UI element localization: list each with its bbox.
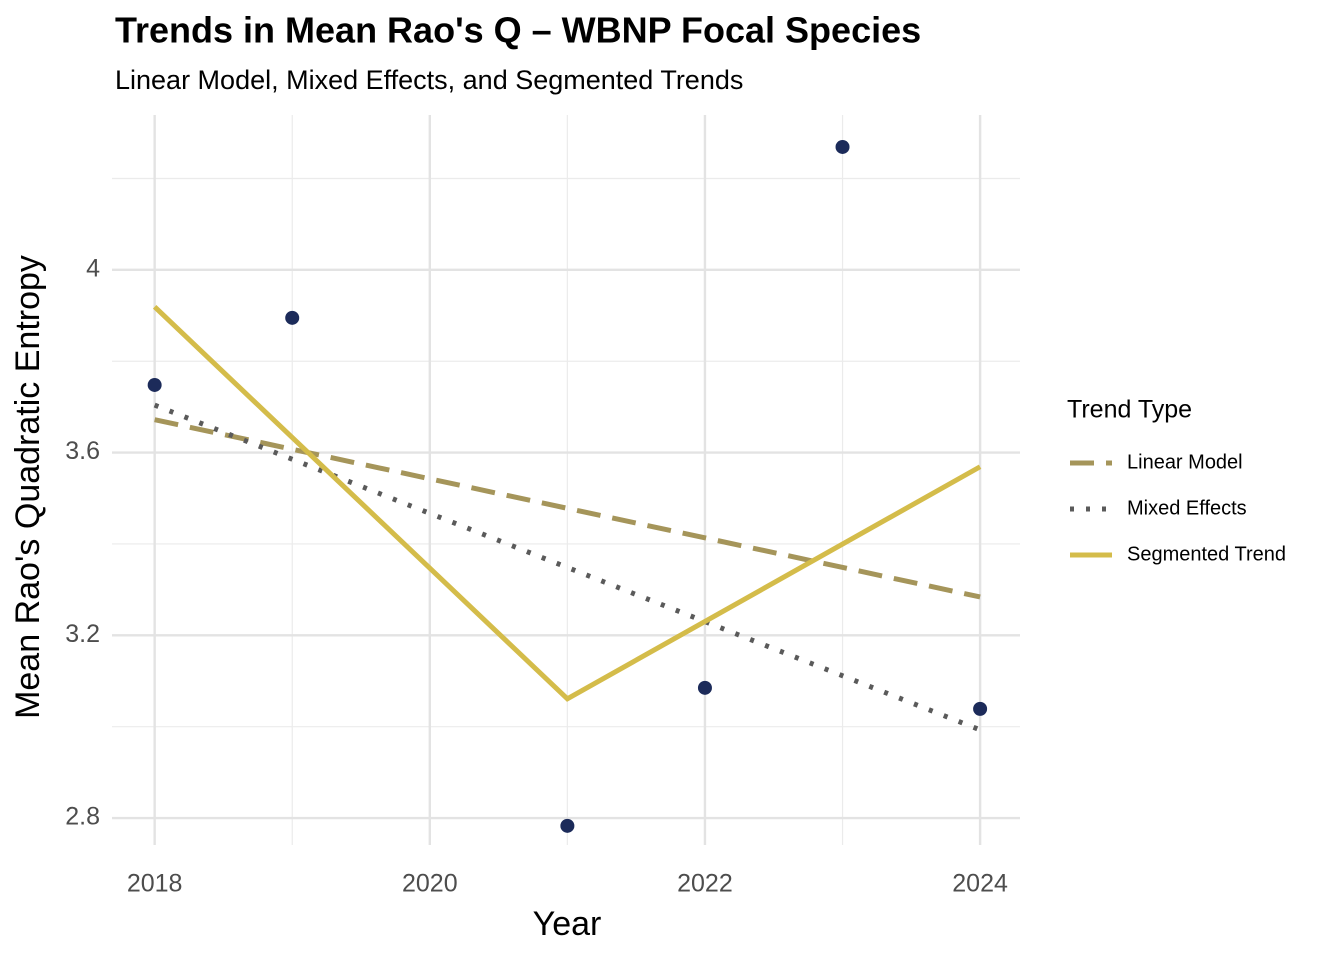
x-tick-label: 2020 <box>402 870 458 898</box>
data-point <box>835 139 850 154</box>
legend-title: Trend Type <box>1067 396 1192 424</box>
x-tick-label: 2024 <box>952 870 1008 898</box>
y-tick-label: 4 <box>86 254 100 282</box>
data-point <box>973 701 988 716</box>
legend-label: Segmented Trend <box>1127 543 1286 565</box>
data-point <box>697 680 712 695</box>
x-tick-label: 2018 <box>127 870 183 898</box>
data-point <box>147 377 162 392</box>
data-point <box>285 310 300 325</box>
data-point <box>560 818 575 833</box>
legend-label: Linear Model <box>1127 451 1243 473</box>
legend-label: Mixed Effects <box>1127 497 1247 519</box>
y-axis-title: Mean Rao's Quadratic Entropy <box>9 255 47 719</box>
trend-line <box>154 417 981 600</box>
trend-line <box>152 305 982 702</box>
x-tick-label: 2022 <box>677 870 733 898</box>
y-tick-label: 3.2 <box>65 620 100 648</box>
trend-line <box>153 402 982 733</box>
y-tick-label: 3.6 <box>65 437 100 465</box>
y-tick-label: 2.8 <box>65 803 100 831</box>
chart-title: Trends in Mean Rao's Q – WBNP Focal Spec… <box>115 10 921 51</box>
chart-subtitle: Linear Model, Mixed Effects, and Segment… <box>115 65 743 95</box>
x-axis-title: Year <box>533 905 602 943</box>
